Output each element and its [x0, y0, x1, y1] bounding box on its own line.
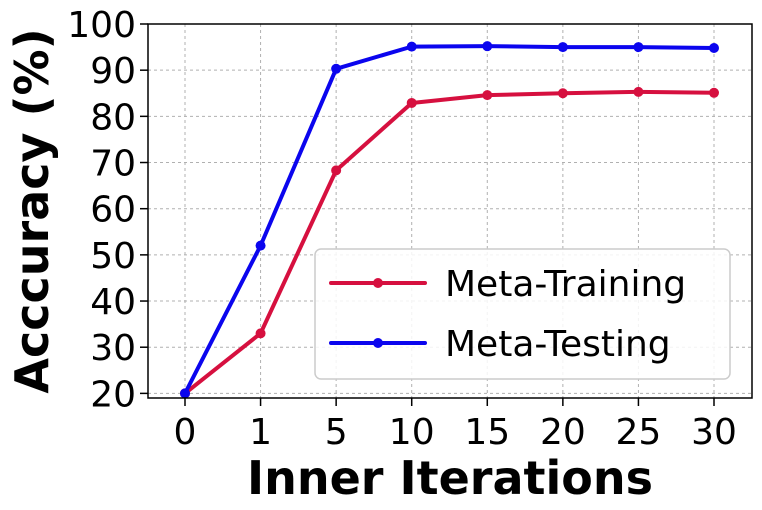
x-tick-label: 15 — [464, 412, 510, 453]
x-tick-label: 20 — [540, 412, 586, 453]
x-tick-label: 10 — [389, 412, 435, 453]
legend-marker — [373, 338, 383, 348]
data-point — [406, 97, 417, 108]
x-axis: 0 1 5 10 15 20 25 30 — [174, 398, 737, 453]
legend: Meta-Training Meta-Testing — [314, 248, 731, 380]
y-axis: 20 30 40 50 60 70 80 90 100 — [67, 5, 148, 415]
data-point — [255, 240, 266, 251]
data-point — [331, 165, 342, 176]
x-tick-label: 30 — [691, 412, 737, 453]
y-tick-label: 20 — [90, 374, 136, 415]
data-point — [482, 90, 493, 101]
data-point — [180, 388, 190, 399]
x-axis-title: Inner Iterations — [247, 451, 653, 505]
legend-marker — [373, 278, 383, 288]
data-point — [709, 43, 719, 54]
legend-label: Meta-Testing — [445, 324, 671, 365]
y-tick-label: 70 — [90, 144, 136, 185]
data-point — [557, 88, 568, 99]
y-tick-label: 30 — [90, 328, 136, 369]
x-tick-label: 25 — [616, 412, 662, 453]
data-point — [255, 328, 266, 339]
x-tick-label: 0 — [174, 412, 197, 453]
data-point — [331, 63, 342, 74]
x-tick-label: 1 — [249, 412, 272, 453]
y-tick-label: 40 — [90, 282, 136, 323]
y-tick-label: 80 — [90, 97, 136, 138]
data-point — [633, 42, 644, 53]
series-line — [183, 89, 716, 396]
data-point — [709, 87, 719, 98]
y-tick-label: 50 — [90, 236, 136, 277]
y-tick-label: 100 — [67, 5, 136, 46]
plot-frame — [147, 23, 753, 399]
series-meta-training — [180, 86, 719, 399]
x-tick-label: 5 — [325, 412, 348, 453]
data-point — [406, 41, 417, 52]
y-tick-label: 60 — [90, 190, 136, 231]
y-tick-label: 90 — [90, 51, 136, 92]
data-point — [482, 41, 493, 52]
data-point — [557, 42, 568, 53]
series-meta-testing — [180, 41, 719, 399]
legend-label: Meta-Training — [445, 264, 686, 305]
data-point — [633, 86, 644, 97]
series-lines — [180, 41, 719, 399]
y-axis-title: Acccuracy (%) — [5, 28, 59, 393]
series-line — [183, 44, 716, 396]
